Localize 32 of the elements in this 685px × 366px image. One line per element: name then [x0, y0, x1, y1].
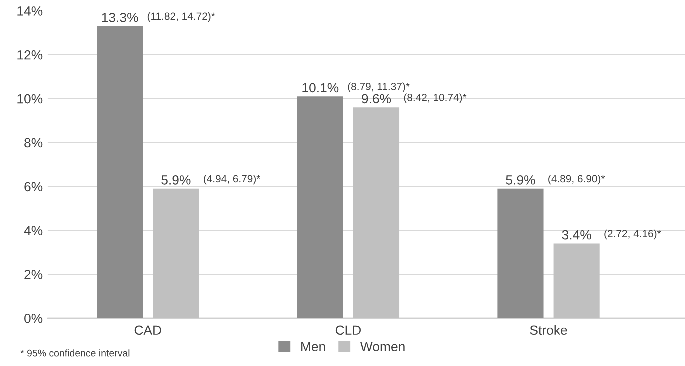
y-tick-label: 4%	[24, 226, 43, 236]
y-tick-label: 8%	[24, 138, 43, 148]
bar	[297, 96, 344, 318]
annotation: (11.82, 14.72)*	[148, 12, 216, 22]
y-tick-label: 10%	[18, 94, 43, 104]
bar	[97, 26, 144, 318]
data-label: 5.9%	[506, 176, 536, 185]
legend-label: Men	[302, 342, 326, 352]
data-label: 10.1%	[302, 83, 339, 93]
bar	[353, 108, 400, 318]
data-label: 5.9%	[162, 176, 191, 185]
data-label: 13.3%	[102, 13, 138, 22]
bar	[498, 188, 544, 318]
y-tick-label: 0%	[24, 314, 43, 324]
y-tick-label: 6%	[24, 182, 43, 192]
annotation: (4.89, 6.90)*	[548, 174, 606, 185]
bar	[153, 188, 200, 318]
annotation: (8.42, 10.74)*	[404, 94, 467, 104]
y-tick-label: 12%	[18, 50, 43, 60]
legend-label: Women	[360, 342, 405, 352]
annotation: (8.79, 11.37)*	[348, 82, 410, 92]
y-tick-label: 14%	[18, 6, 43, 16]
data-label: 3.4%	[562, 230, 592, 240]
bar	[554, 244, 600, 318]
annotation: (4.94, 6.79)*	[204, 174, 261, 185]
x-tick-label: CAD	[134, 326, 162, 336]
annotation: (2.72, 4.16)*	[604, 230, 662, 240]
x-tick-label: Stroke	[530, 325, 568, 336]
data-label: 9.6%	[362, 94, 392, 104]
text: * 95% confidence interval	[20, 350, 130, 357]
x-tick-label: CLD	[336, 326, 362, 336]
y-tick-label: 2%	[24, 270, 43, 280]
